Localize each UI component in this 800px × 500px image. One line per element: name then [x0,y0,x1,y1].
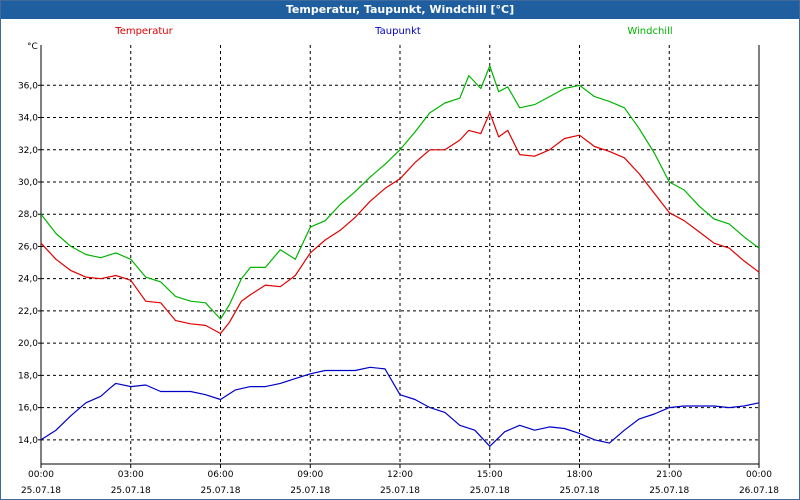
y-tick-label: 30,0 [18,178,38,188]
x-tick-time: 03:00 [118,470,144,480]
legend-item-temperatur: Temperatur [114,26,173,37]
legend-item-taupunkt: Taupunkt [374,26,421,37]
y-tick-label: 14,0 [18,436,38,446]
x-tick-time: 15:00 [477,470,503,480]
y-tick-label: 20,0 [18,339,38,349]
x-tick-time: 18:00 [567,470,593,480]
x-tick-date: 25.07.18 [470,486,510,496]
x-tick-time: 12:00 [387,470,413,480]
x-tick-time: 00:00 [746,470,772,480]
x-tick-date: 25.07.18 [21,486,61,496]
x-tick-date: 25.07.18 [380,486,420,496]
grid [41,45,759,464]
x-tick-date: 25.07.18 [290,486,330,496]
y-tick-label: 18,0 [18,371,38,381]
x-tick-date: 25.07.18 [649,486,689,496]
series-line-windchill [40,65,760,320]
window-title: Temperatur, Taupunkt, Windchill [°C] [1,1,799,19]
y-tick-label: 26,0 [18,242,38,252]
y-axis-unit-label: °C [27,42,38,52]
x-tick-date: 26.07.18 [739,486,779,496]
y-tick-label: 28,0 [18,210,38,220]
x-tick-date: 25.07.18 [559,486,599,496]
legend-item-windchill: Windchill [627,26,672,37]
y-tick-label: 24,0 [18,275,38,285]
x-tick-date: 25.07.18 [200,486,240,496]
series-line-temperatur [40,112,760,335]
series-lines [40,65,760,447]
x-tick-time: 00:00 [28,470,54,480]
x-tick-date: 25.07.18 [111,486,151,496]
y-tick-label: 34,0 [18,114,38,124]
x-tick-time: 06:00 [208,470,234,480]
x-axis-ticks: 00:00 25.07.18 03:00 25.07.18 06:00 25.07.18 0… [21,464,779,496]
y-tick-label: 32,0 [18,146,38,156]
legend: Temperatur Taupunkt Windchill [114,26,672,37]
x-tick-time: 21:00 [656,470,682,480]
y-axis-ticks: 14,0 16,0 18,0 20,0 22,0 24,0 26,0 28,0 30,0 32,0… [18,81,41,446]
series-line-taupunkt [40,366,760,447]
y-tick-label: 16,0 [18,404,38,414]
x-tick-time: 09:00 [297,470,323,480]
line-chart: 14,0 16,0 18,0 20,0 22,0 24,0 26,0 28,0 30,0 32,0… [18,26,779,496]
y-tick-label: 22,0 [18,307,38,317]
y-tick-label: 36,0 [18,81,38,91]
